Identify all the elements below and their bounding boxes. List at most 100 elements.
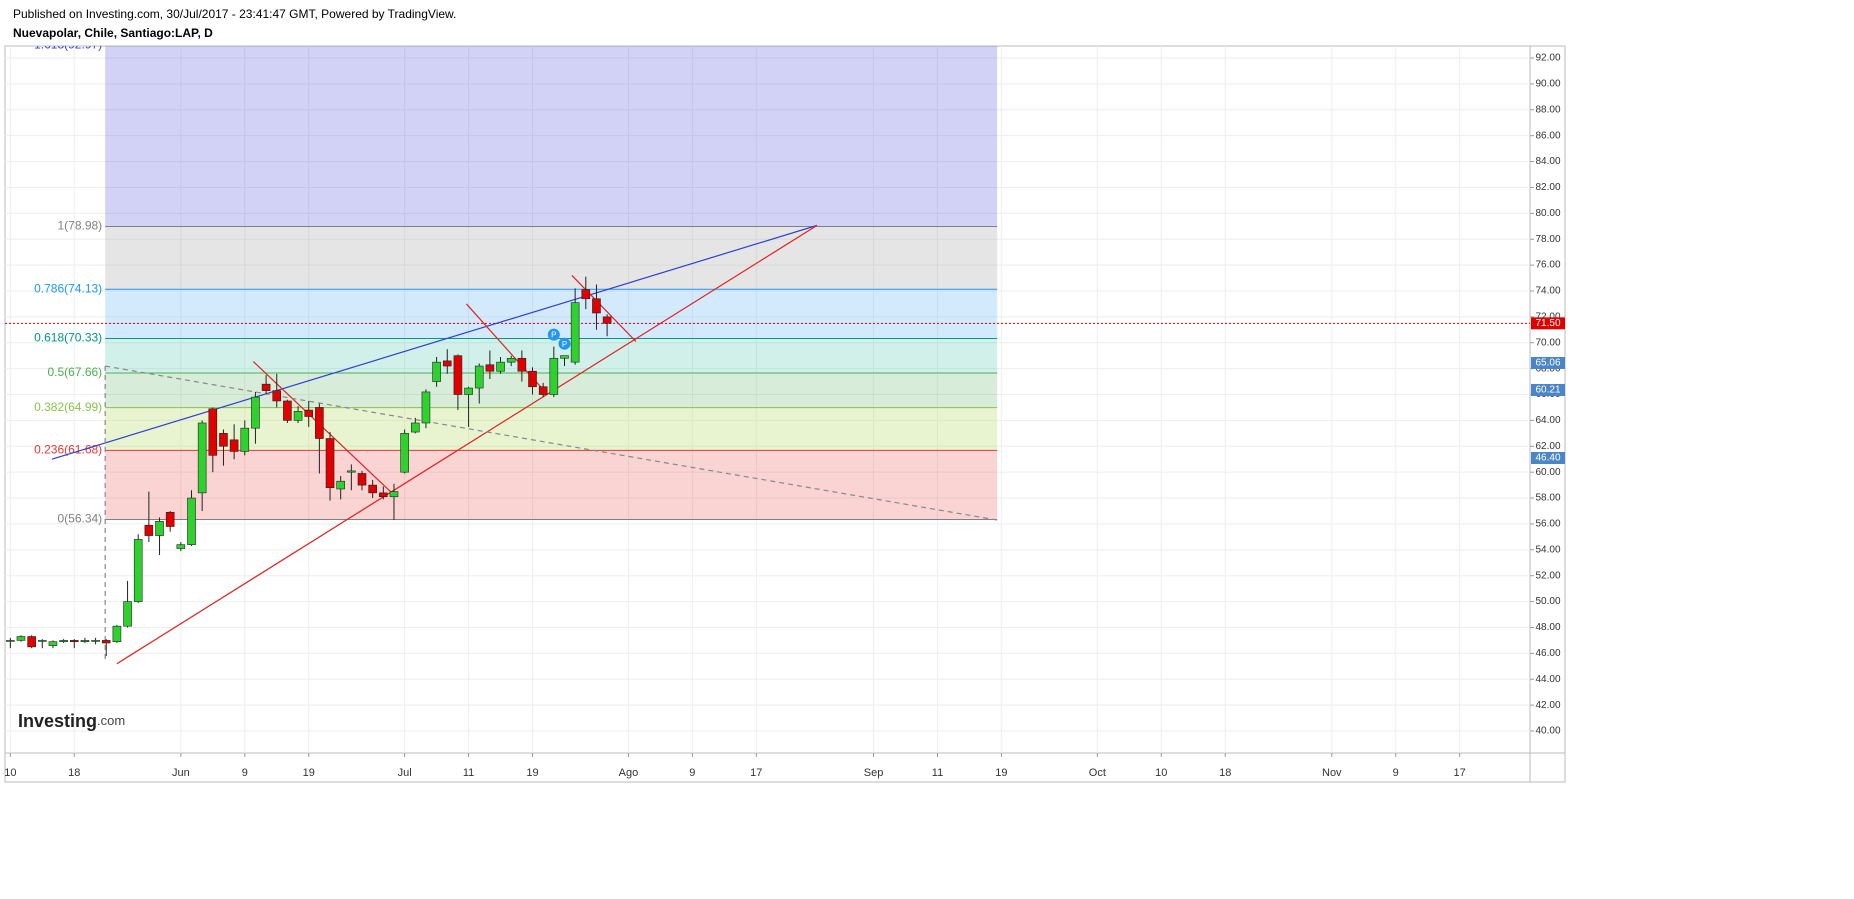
candle-body xyxy=(272,390,282,402)
x-tick-label: Jul xyxy=(398,767,412,779)
fib-band xyxy=(105,46,998,227)
price-label-box xyxy=(1531,357,1565,369)
y-tick-label: 76.00 xyxy=(1535,260,1560,271)
candle-body xyxy=(506,357,516,363)
fib-band xyxy=(105,226,998,290)
x-tick-label: Sep xyxy=(864,767,884,779)
y-tick-label: 92.00 xyxy=(1535,53,1560,64)
x-tick-label: 19 xyxy=(526,767,538,779)
price-label-box xyxy=(1531,384,1565,396)
y-tick-label: 74.00 xyxy=(1535,286,1560,297)
fib-label: 0.236(61.68) xyxy=(34,443,102,457)
candle-body xyxy=(240,427,250,452)
candle-body xyxy=(176,544,186,549)
candle-body xyxy=(219,433,228,447)
frame xyxy=(4,45,1566,783)
event-marker-label: P xyxy=(562,340,567,349)
candle-body xyxy=(283,400,292,421)
y-tick-label: 78.00 xyxy=(1535,234,1560,245)
x-tick-label: 17 xyxy=(750,767,762,779)
candle-body xyxy=(336,480,345,490)
axes: 40.00 42.00 44.00 46.00 48.00 50.00 52.00 54.00… xyxy=(4,53,1565,779)
candle-body xyxy=(602,316,612,324)
candle-body xyxy=(208,408,218,456)
trendline xyxy=(105,365,998,521)
x-tick-label: 18 xyxy=(1219,767,1231,779)
y-tick-label: 88.00 xyxy=(1535,104,1560,115)
x-tick-label: 17 xyxy=(1454,767,1466,779)
x-tick-label: Ago xyxy=(619,767,639,779)
event-marker-label: P xyxy=(551,331,556,340)
candle-body xyxy=(325,438,335,488)
y-tick-label: 40.00 xyxy=(1535,726,1560,737)
candle-body xyxy=(165,511,175,527)
candle-body xyxy=(16,636,26,641)
candle-body xyxy=(293,411,303,421)
candle-body xyxy=(581,289,591,300)
x-tick-label: 19 xyxy=(303,767,315,779)
y-tick-label: 60.00 xyxy=(1535,467,1560,478)
plot: 0(56.34) 0.236(61.68) 0.382(64.99) 0.5(67.6… xyxy=(5,38,1530,665)
fib-label: 1(78.98) xyxy=(57,219,102,233)
y-tick-label: 58.00 xyxy=(1535,493,1560,504)
y-tick-label: 46.00 xyxy=(1535,648,1560,659)
candle-body xyxy=(101,640,111,644)
price-label: 60.21 xyxy=(1535,385,1560,396)
fib-label: 1.618(92.97) xyxy=(34,38,102,52)
x-tick-label: 11 xyxy=(932,767,943,779)
candle-body xyxy=(357,473,367,486)
y-tick-label: 80.00 xyxy=(1535,208,1560,219)
candle-body xyxy=(560,355,569,359)
x-tick-label: 9 xyxy=(1393,767,1399,779)
candle-body xyxy=(474,365,484,389)
event-marker xyxy=(558,337,571,350)
fib-label: 0.786(74.13) xyxy=(34,281,102,295)
y-tick-label: 42.00 xyxy=(1535,700,1560,711)
candle-body xyxy=(80,640,90,643)
grid xyxy=(5,46,1530,753)
x-tick-label: 9 xyxy=(689,767,695,779)
candle-body xyxy=(379,492,388,498)
last-price-box xyxy=(1531,317,1565,330)
candle-body xyxy=(37,640,47,642)
x-tick-label: 9 xyxy=(242,767,248,779)
candle-body xyxy=(517,357,527,372)
candle-body xyxy=(528,370,537,388)
candle-body xyxy=(304,409,314,417)
fib-label: 0.618(70.33) xyxy=(34,331,102,345)
y-tick-label: 72.00 xyxy=(1535,312,1560,323)
y-tick-label: 90.00 xyxy=(1535,79,1560,90)
event-marker xyxy=(547,328,560,341)
candle-body xyxy=(229,439,239,452)
price-label: 46.40 xyxy=(1535,453,1560,464)
candle-body xyxy=(389,491,399,498)
candle-body xyxy=(421,391,431,424)
candle-body xyxy=(197,422,207,494)
logo: Investing.com xyxy=(18,711,125,731)
x-tick-label: Oct xyxy=(1089,767,1106,779)
candle-body xyxy=(549,357,559,395)
trendline xyxy=(51,224,818,460)
candle-body xyxy=(251,396,260,429)
candle-body xyxy=(112,625,122,643)
candle-body xyxy=(133,539,143,602)
fib-band xyxy=(105,450,998,520)
symbol-text: Nuevapolar, Chile, Santiago:LAP, D xyxy=(13,26,213,40)
logo-suffix: .com xyxy=(97,713,125,728)
candle-body xyxy=(91,640,100,642)
y-tick-label: 62.00 xyxy=(1535,441,1560,452)
fib-label: 0(56.34) xyxy=(57,512,102,526)
x-tick-label: 19 xyxy=(995,767,1007,779)
candle-body xyxy=(464,387,473,395)
logo-name: Investing xyxy=(18,711,97,731)
price-label: 65.06 xyxy=(1535,358,1560,369)
y-tick-label: 54.00 xyxy=(1535,544,1560,555)
candle-body xyxy=(347,470,356,473)
candle-body xyxy=(315,407,324,439)
trendline xyxy=(571,275,637,342)
candle-body xyxy=(261,383,271,391)
y-tick-label: 84.00 xyxy=(1535,156,1560,167)
candle-body xyxy=(538,386,548,395)
x-tick-label: Jun xyxy=(172,767,190,779)
y-tick-label: 48.00 xyxy=(1535,622,1560,633)
